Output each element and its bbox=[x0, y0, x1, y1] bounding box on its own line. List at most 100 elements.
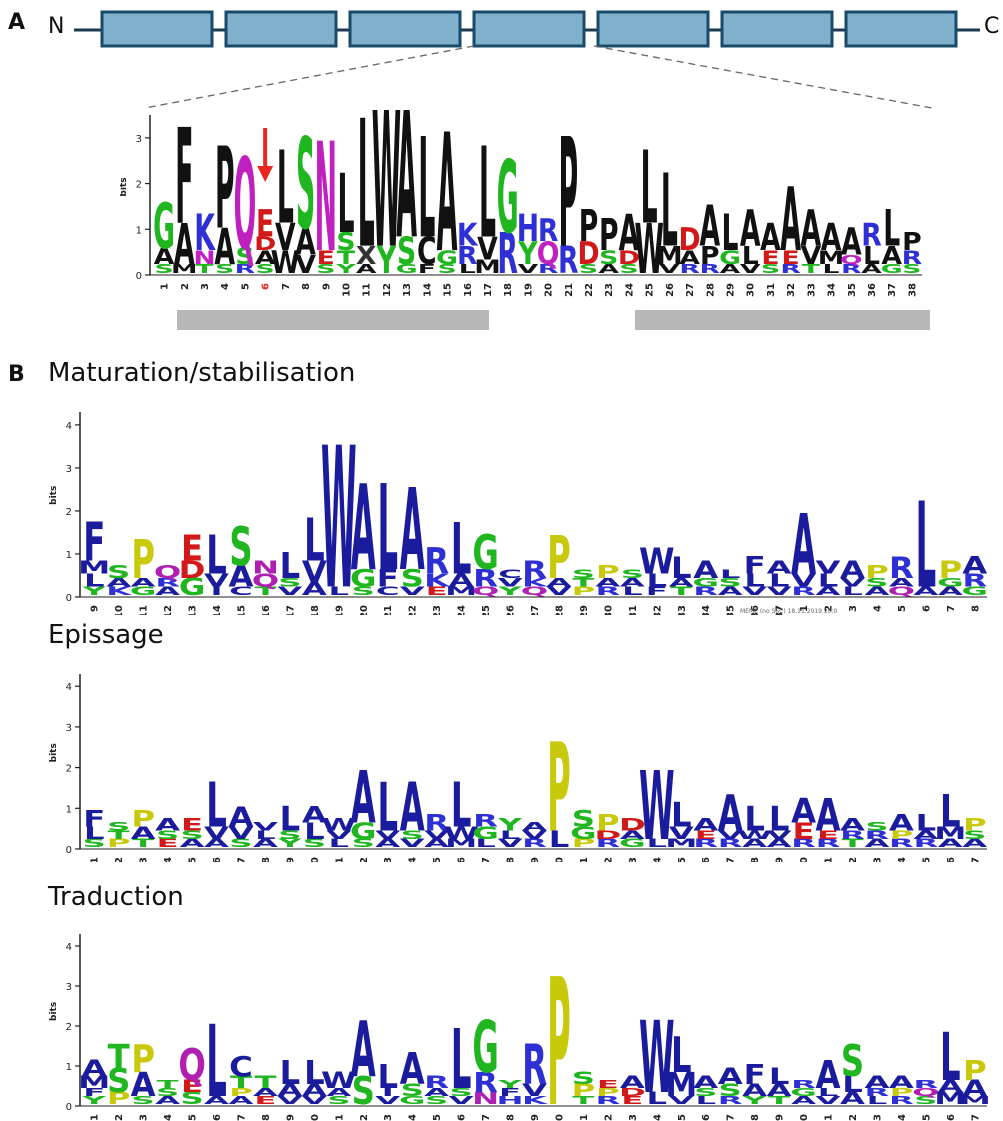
panel-b-label: B bbox=[8, 362, 25, 387]
logo-letter: G bbox=[719, 248, 741, 269]
logo-letter: F bbox=[744, 1059, 766, 1091]
logo-letter: W bbox=[271, 244, 300, 281]
x-tick-label: 28 bbox=[705, 283, 716, 297]
logo-letter: T bbox=[670, 584, 693, 598]
logo-letter: A bbox=[302, 579, 327, 599]
x-tick-label: 29 bbox=[775, 857, 786, 862]
logo-letter: L bbox=[475, 837, 496, 850]
x-tick-label: 21 bbox=[383, 605, 394, 615]
c-terminus-label: C bbox=[984, 14, 1000, 39]
x-tick-label: 36 bbox=[867, 283, 878, 297]
logo-letter: G bbox=[179, 573, 205, 601]
logo-letter: A bbox=[449, 571, 474, 591]
logo-letter: S bbox=[761, 262, 780, 276]
logo-letter: Y bbox=[497, 1078, 522, 1091]
logo-letter: R bbox=[424, 810, 449, 837]
x-tick-label: 20 bbox=[554, 1114, 565, 1121]
logo-letter: P bbox=[229, 1086, 253, 1099]
x-tick-label: 15 bbox=[443, 283, 454, 297]
y-axis-label: bits bbox=[49, 1002, 59, 1021]
x-tick-label: 16 bbox=[457, 1114, 468, 1121]
x-tick-label: 25 bbox=[481, 605, 492, 615]
logo-letter: L bbox=[500, 829, 521, 842]
logo-letter: M bbox=[665, 837, 697, 850]
logo-letter: A bbox=[620, 829, 645, 842]
logo-letter: R bbox=[889, 1094, 914, 1107]
logo-letter: V bbox=[546, 584, 571, 598]
highlight-arrow-head bbox=[257, 166, 274, 182]
logo-letter: R bbox=[522, 1033, 547, 1098]
logo-letter: Y bbox=[517, 235, 538, 272]
logo-letter: L bbox=[84, 571, 105, 591]
x-tick-label: 32 bbox=[786, 283, 797, 297]
logo-letter: V bbox=[816, 558, 841, 578]
logo-letter: P bbox=[596, 562, 620, 582]
logo-letter: A bbox=[356, 262, 378, 276]
logo-letter: V bbox=[326, 829, 351, 842]
logo-letter: E bbox=[426, 584, 448, 598]
logo-letter: F bbox=[744, 552, 766, 580]
logo-letter: S bbox=[107, 562, 130, 582]
logo-letter: R bbox=[693, 837, 718, 850]
logo-letter: T bbox=[230, 1073, 253, 1092]
logo-letter: F bbox=[83, 512, 105, 574]
logo-letter: V bbox=[204, 824, 229, 844]
logo-letter: T bbox=[841, 837, 864, 850]
y-tick-label: 1 bbox=[66, 550, 72, 561]
logo-letter: A bbox=[204, 837, 229, 850]
x-tick-label: 27 bbox=[726, 1114, 737, 1121]
logo-letter: S bbox=[963, 829, 986, 842]
logo-letter: R bbox=[155, 575, 180, 589]
logo-letter: Q bbox=[154, 562, 181, 582]
logo-letter: K bbox=[457, 217, 479, 254]
logo-letter: V bbox=[669, 1094, 694, 1107]
logo-letter: S bbox=[841, 1036, 864, 1087]
logo-letter: P bbox=[865, 562, 889, 582]
logo-letter: R bbox=[679, 262, 700, 276]
logo-letter: L bbox=[720, 567, 741, 581]
panel-a-sequence-logo: 0123bitsSAG1MAF2TNK3SAP4RSQ5SADE6WVL7VAS… bbox=[120, 110, 930, 330]
logo-letter: D bbox=[618, 248, 640, 269]
logo-letter: S bbox=[156, 1086, 179, 1099]
logo-letter: A bbox=[801, 201, 822, 258]
logo-letter: A bbox=[889, 575, 914, 589]
logo-letter: S bbox=[719, 1081, 742, 1100]
x-tick-label: 22 bbox=[408, 605, 419, 615]
logo-letter: M bbox=[78, 558, 110, 578]
logo-letter: P bbox=[547, 719, 571, 861]
logo-letter: V bbox=[277, 584, 302, 598]
logo-letter: A bbox=[718, 784, 743, 842]
y-tick-label: 2 bbox=[66, 1022, 72, 1033]
x-tick-label: 14 bbox=[408, 1114, 419, 1121]
logo-letter: P bbox=[131, 806, 155, 833]
logo-letter: R bbox=[473, 812, 498, 832]
x-tick-label: 4 bbox=[163, 857, 174, 862]
logo-letter: L bbox=[329, 837, 350, 850]
logo-letter: S bbox=[401, 829, 424, 842]
logo-letter: G bbox=[962, 584, 988, 598]
logo-letter: M bbox=[445, 584, 477, 598]
logo-letter: C bbox=[376, 584, 400, 598]
logo-letter: L bbox=[883, 201, 900, 258]
logo-letter: S bbox=[327, 1094, 350, 1107]
logo-letter: A bbox=[396, 110, 417, 278]
logo-letter: Q bbox=[521, 584, 548, 598]
x-tick-label: 34 bbox=[701, 605, 712, 615]
x-tick-label: 29 bbox=[775, 1114, 786, 1121]
logo-letter: C bbox=[417, 229, 437, 273]
logo-letter: P bbox=[547, 941, 571, 1121]
logo-letter: R bbox=[913, 1078, 938, 1091]
logo-letter: S bbox=[425, 1094, 448, 1107]
logo-letter: M bbox=[665, 1066, 697, 1104]
logo-letter: A bbox=[228, 1094, 253, 1107]
y-tick-label: 0 bbox=[66, 1102, 72, 1113]
logo-letter: S bbox=[132, 1094, 155, 1107]
x-tick-label: 15 bbox=[432, 857, 443, 862]
x-tick-label: 38 bbox=[907, 283, 918, 297]
logo-letter: V bbox=[518, 262, 540, 276]
x-tick-label: 24 bbox=[652, 1114, 663, 1121]
logo-letter: A bbox=[767, 837, 792, 850]
x-tick-label: 26 bbox=[665, 283, 676, 297]
logo-letter: A bbox=[277, 1081, 302, 1100]
x-tick-label: 10 bbox=[310, 857, 321, 862]
